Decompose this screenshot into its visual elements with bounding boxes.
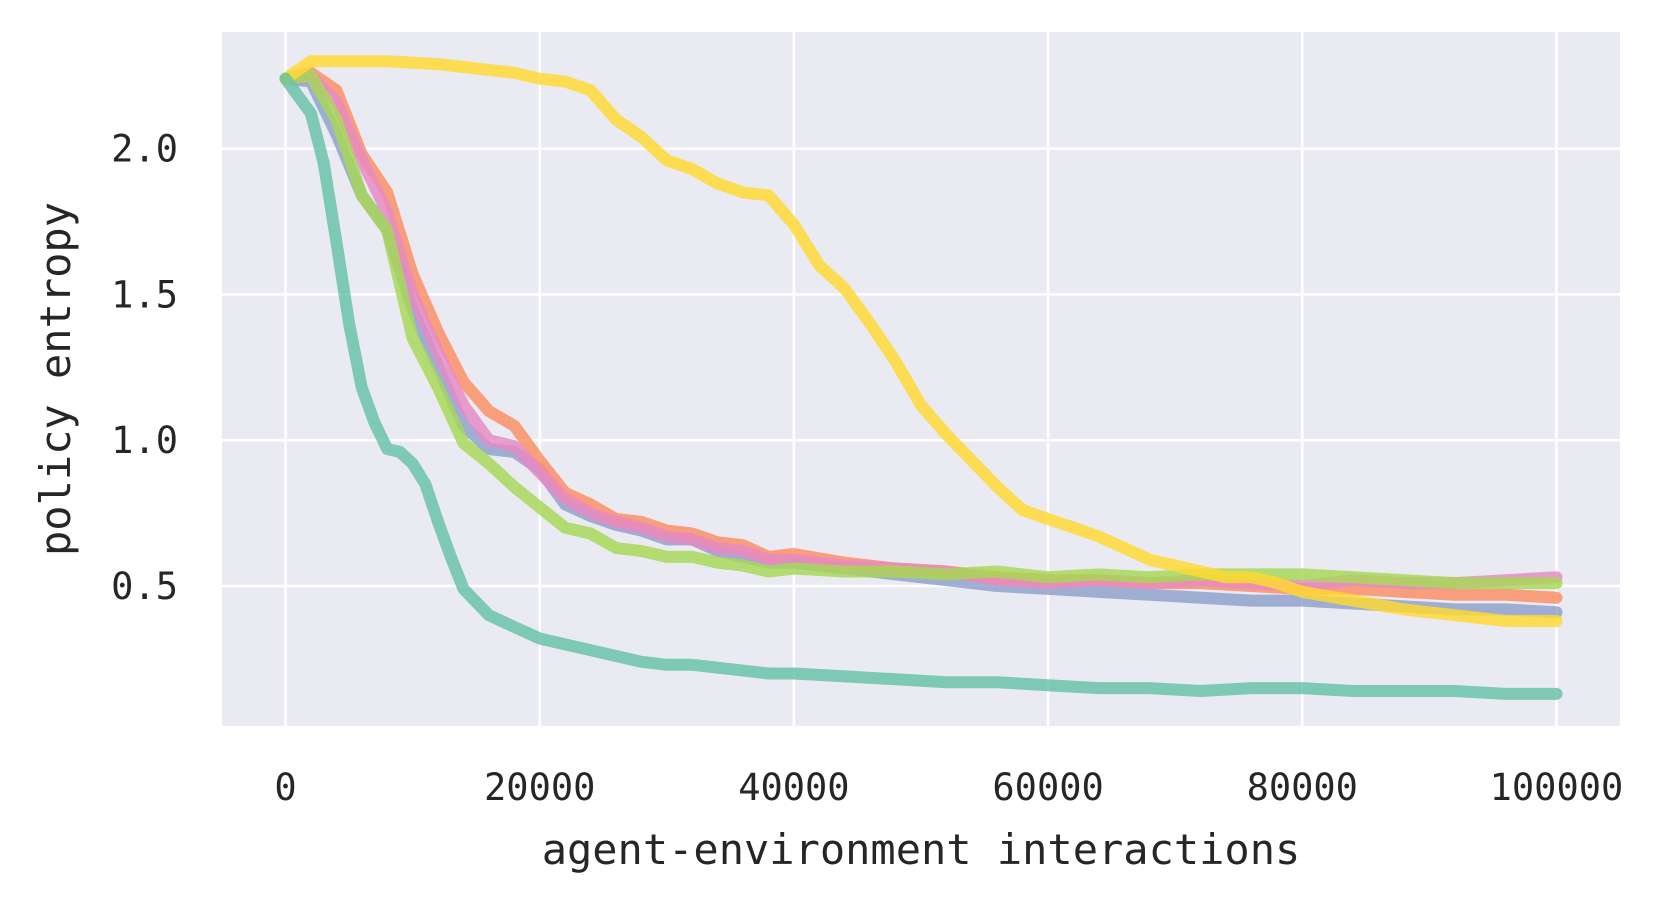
- y-tick-label: 0.5: [111, 565, 178, 608]
- x-tick-label: 0: [274, 766, 296, 809]
- y-axis-label: policy entropy: [31, 202, 80, 556]
- series-line-5: [279, 55, 1563, 627]
- y-axis-ticks: 0.5 1.0 1.5 2.0: [111, 128, 178, 608]
- x-tick-label: 100000: [1490, 766, 1624, 809]
- series-line-6: [279, 72, 1563, 700]
- x-tick-label: 40000: [738, 766, 849, 809]
- series-lines: [279, 55, 1563, 700]
- x-tick-label: 80000: [1247, 766, 1358, 809]
- x-tick-label: 60000: [992, 766, 1103, 809]
- x-axis-label: agent-environment interactions: [542, 825, 1301, 874]
- x-axis-ticks: 0 20000 40000 60000 80000 100000: [274, 766, 1623, 809]
- y-tick-label: 1.0: [111, 419, 178, 462]
- x-tick-label: 20000: [484, 766, 595, 809]
- y-tick-label: 1.5: [111, 273, 178, 316]
- y-tick-label: 2.0: [111, 128, 178, 171]
